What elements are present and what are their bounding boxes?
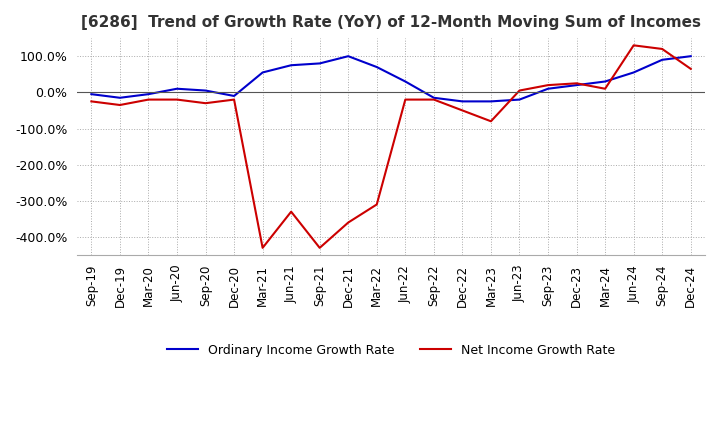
Ordinary Income Growth Rate (258, 70, 267, 75)
Ordinary Income Growth Rate (230, 93, 238, 99)
Ordinary Income Growth Rate (629, 70, 638, 75)
Ordinary Income Growth Rate (372, 64, 381, 70)
Net Income Growth Rate (116, 103, 125, 108)
Net Income Growth Rate (629, 43, 638, 48)
Ordinary Income Growth Rate (487, 99, 495, 104)
Ordinary Income Growth Rate (430, 95, 438, 100)
Ordinary Income Growth Rate (144, 92, 153, 97)
Net Income Growth Rate (686, 66, 695, 71)
Ordinary Income Growth Rate (600, 79, 609, 84)
Net Income Growth Rate (144, 97, 153, 102)
Net Income Growth Rate (230, 97, 238, 102)
Ordinary Income Growth Rate (458, 99, 467, 104)
Line: Net Income Growth Rate: Net Income Growth Rate (91, 45, 690, 248)
Ordinary Income Growth Rate (572, 82, 581, 88)
Ordinary Income Growth Rate (658, 57, 667, 62)
Net Income Growth Rate (287, 209, 295, 214)
Net Income Growth Rate (516, 88, 524, 93)
Ordinary Income Growth Rate (401, 79, 410, 84)
Net Income Growth Rate (544, 82, 552, 88)
Net Income Growth Rate (430, 97, 438, 102)
Net Income Growth Rate (173, 97, 181, 102)
Title: [6286]  Trend of Growth Rate (YoY) of 12-Month Moving Sum of Incomes: [6286] Trend of Growth Rate (YoY) of 12-… (81, 15, 701, 30)
Net Income Growth Rate (572, 81, 581, 86)
Net Income Growth Rate (458, 108, 467, 113)
Ordinary Income Growth Rate (344, 54, 353, 59)
Net Income Growth Rate (401, 97, 410, 102)
Net Income Growth Rate (600, 86, 609, 92)
Net Income Growth Rate (315, 245, 324, 250)
Ordinary Income Growth Rate (315, 61, 324, 66)
Line: Ordinary Income Growth Rate: Ordinary Income Growth Rate (91, 56, 690, 101)
Net Income Growth Rate (372, 202, 381, 207)
Net Income Growth Rate (658, 46, 667, 51)
Ordinary Income Growth Rate (116, 95, 125, 100)
Legend: Ordinary Income Growth Rate, Net Income Growth Rate: Ordinary Income Growth Rate, Net Income … (162, 339, 620, 362)
Net Income Growth Rate (258, 245, 267, 250)
Net Income Growth Rate (344, 220, 353, 225)
Ordinary Income Growth Rate (544, 86, 552, 92)
Ordinary Income Growth Rate (516, 97, 524, 102)
Net Income Growth Rate (201, 101, 210, 106)
Ordinary Income Growth Rate (287, 62, 295, 68)
Ordinary Income Growth Rate (87, 92, 96, 97)
Ordinary Income Growth Rate (686, 54, 695, 59)
Net Income Growth Rate (487, 119, 495, 124)
Ordinary Income Growth Rate (201, 88, 210, 93)
Net Income Growth Rate (87, 99, 96, 104)
Ordinary Income Growth Rate (173, 86, 181, 92)
